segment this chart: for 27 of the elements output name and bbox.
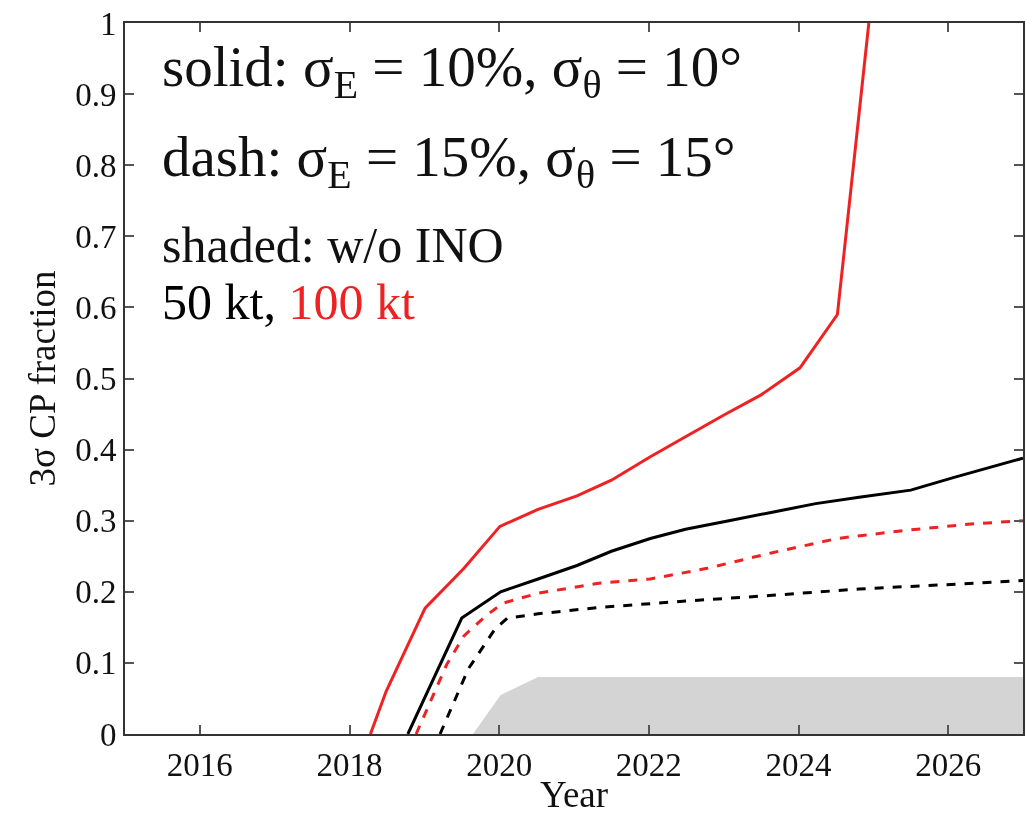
y-tick-label: 0.6 [75,289,117,326]
y-tick-label: 0.4 [75,432,117,469]
x-tick-label: 2016 [166,746,233,783]
line-series [406,456,1023,734]
x-tick-label: 2018 [316,746,383,783]
x-tick-label: 2022 [615,746,682,783]
annotation: solid: σ$_{E}$ = 10%, σ$_{θ}$ = 10° [162,35,742,107]
y-tick-label: 0 [99,716,117,753]
y-tick-label: 0.1 [75,645,117,682]
y-tick-label: 0.3 [75,503,117,540]
y-tick-label: 0.7 [75,218,117,255]
x-tick-label: 2026 [915,746,982,783]
line-series [414,519,1023,734]
x-axis-title: Year [539,774,609,816]
y-tick-label: 0.8 [75,147,117,184]
y-tick-label: 1 [99,5,117,42]
y-tick-label: 0.9 [75,76,117,113]
y-axis-title: 3σ CP fraction [22,270,64,487]
y-tick-label: 0.5 [75,361,117,398]
annotation: shaded: w/o INO [162,217,504,273]
y-tick-label: 0.2 [75,574,117,611]
annotation: dash: σ$_{E}$ = 15%, σ$_{θ}$ = 15° [162,125,736,197]
x-tick-label: 2024 [765,746,832,783]
x-tick-label: 2020 [466,746,533,783]
line-series [438,578,1023,734]
text: 50 kt, [162,274,276,330]
text: 100 kt [288,274,415,330]
